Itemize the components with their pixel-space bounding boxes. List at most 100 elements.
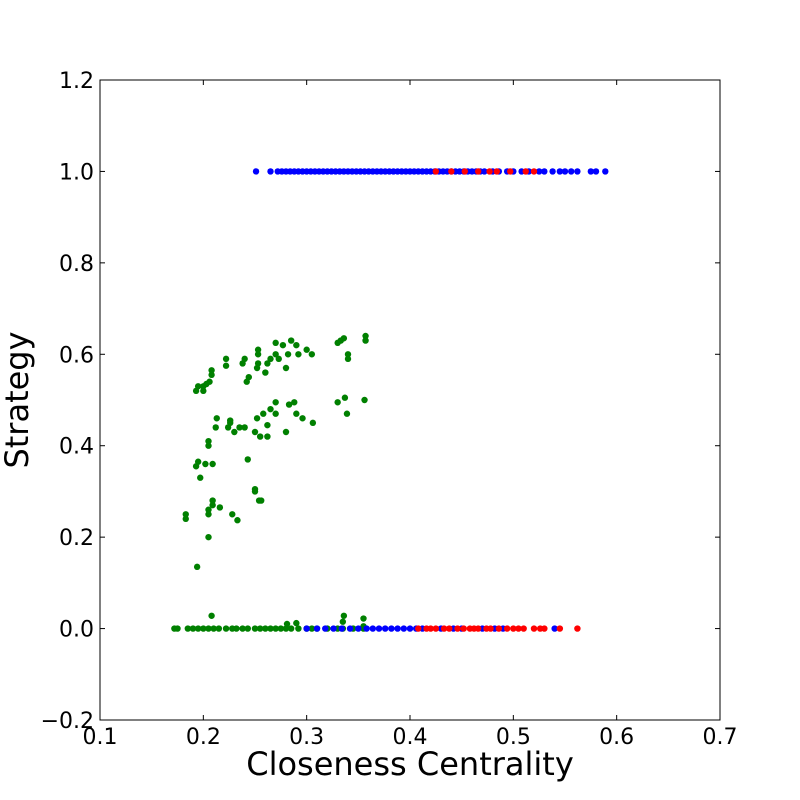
scatter-point — [205, 437, 212, 445]
scatter-point — [541, 625, 548, 632]
scatter-point — [322, 625, 329, 632]
scatter-point — [415, 625, 422, 632]
scatter-point — [487, 625, 494, 632]
scatter-point — [213, 415, 220, 422]
scatter-point — [561, 168, 569, 175]
y-tick-label: 0.4 — [59, 435, 94, 460]
scatter-point — [251, 428, 259, 436]
scatter-point — [363, 625, 370, 632]
scatter-point — [254, 351, 262, 358]
x-tick-label: 0.3 — [289, 725, 324, 750]
scatter-point — [432, 168, 440, 175]
scatter-point — [275, 355, 282, 363]
scatter-point — [556, 168, 564, 175]
scatter-point — [194, 625, 202, 632]
scatter-point — [272, 410, 279, 417]
scatter-point — [216, 504, 224, 511]
scatter-point — [400, 625, 407, 632]
scatter-point — [205, 625, 212, 632]
scatter-point — [208, 367, 215, 374]
scatter-point — [293, 410, 300, 417]
scatter-point — [200, 625, 207, 632]
scatter-point — [568, 168, 575, 175]
scatter-point — [338, 625, 345, 632]
scatter-point — [282, 364, 290, 372]
scatter-point — [241, 424, 248, 431]
scatter-point — [182, 515, 189, 523]
scatter-point — [174, 625, 181, 632]
scatter-point — [507, 168, 514, 175]
scatter-point — [303, 346, 310, 353]
y-tick-label: 0.0 — [59, 618, 94, 643]
scatter-point — [272, 625, 279, 632]
scatter-point — [208, 371, 215, 379]
scatter-point — [241, 355, 248, 363]
x-tick-label: 0.4 — [393, 725, 428, 750]
scatter-point — [339, 618, 347, 625]
scatter-point — [334, 399, 341, 406]
scatter-point — [362, 332, 369, 340]
scatter-point — [369, 625, 376, 632]
scatter-point — [222, 362, 230, 369]
scatter-point — [375, 625, 383, 632]
scatter-point — [194, 458, 202, 465]
scatter-point — [344, 351, 352, 358]
scatter-point — [486, 168, 493, 175]
scatter-point — [254, 346, 262, 353]
scatter-point — [215, 625, 223, 632]
scatter-point — [308, 625, 316, 632]
scatter-point — [340, 335, 348, 342]
scatter-point — [556, 625, 564, 632]
y-tick-label: 1.0 — [59, 160, 94, 185]
scatter-point — [267, 168, 274, 175]
y-tick-label: −0.2 — [41, 709, 94, 734]
scatter-point — [388, 625, 395, 632]
scatter-point — [293, 619, 300, 627]
scatter-point — [360, 615, 367, 622]
scatter-point — [234, 517, 241, 524]
scatter-point — [291, 399, 298, 406]
scatter-point — [277, 625, 285, 632]
scatter-point — [285, 401, 293, 408]
y-tick-label: 0.6 — [59, 343, 94, 368]
y-tick-label: 1.2 — [59, 69, 94, 94]
scatter-point — [299, 415, 306, 422]
scatter-point — [340, 612, 348, 619]
scatter-point — [197, 474, 204, 481]
scatter-point — [361, 396, 368, 404]
scatter-point — [503, 625, 511, 632]
scatter-point — [272, 351, 279, 358]
scatter-point — [515, 625, 522, 632]
scatter-point — [510, 625, 517, 632]
scatter-point — [244, 456, 251, 463]
scatter-point — [574, 625, 581, 632]
scatter-point — [189, 625, 197, 632]
scatter-point — [251, 625, 259, 632]
scatter-point — [382, 625, 389, 632]
scatter-point — [202, 460, 209, 468]
scatter-point — [549, 168, 556, 175]
scatter-point — [272, 339, 279, 347]
scatter-point — [602, 168, 609, 175]
scatter-point — [440, 625, 448, 632]
scatter-point — [541, 168, 548, 175]
scatter-point — [530, 168, 538, 175]
scatter-point — [227, 417, 234, 424]
scatter-point — [309, 419, 317, 427]
scatter-point — [283, 620, 291, 628]
scatter-point — [260, 410, 267, 417]
scatter-point — [222, 355, 230, 363]
scatter-point — [587, 168, 595, 175]
scatter-point — [256, 433, 264, 440]
scatter-point — [284, 351, 292, 358]
scatter-point — [206, 378, 213, 385]
scatter-point — [493, 168, 500, 175]
scatter-point — [520, 625, 527, 632]
scatter-point — [355, 625, 362, 632]
x-tick-label: 0.2 — [186, 725, 221, 750]
scatter-point — [592, 168, 600, 175]
plot-area — [100, 80, 720, 720]
scatter-point — [194, 383, 202, 390]
scatter-point — [236, 424, 243, 431]
scatter-point — [233, 625, 240, 632]
